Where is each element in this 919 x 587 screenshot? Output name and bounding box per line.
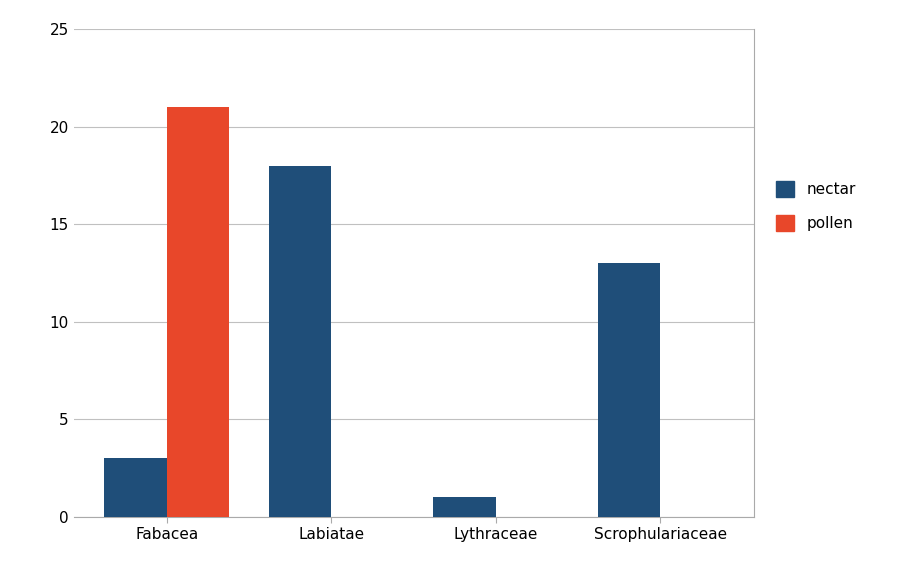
Bar	[105, 458, 167, 517]
Bar	[167, 107, 230, 517]
Bar	[269, 166, 332, 517]
Bar	[433, 497, 495, 517]
Bar	[597, 263, 660, 517]
Legend: nectar, pollen: nectar, pollen	[768, 173, 863, 239]
